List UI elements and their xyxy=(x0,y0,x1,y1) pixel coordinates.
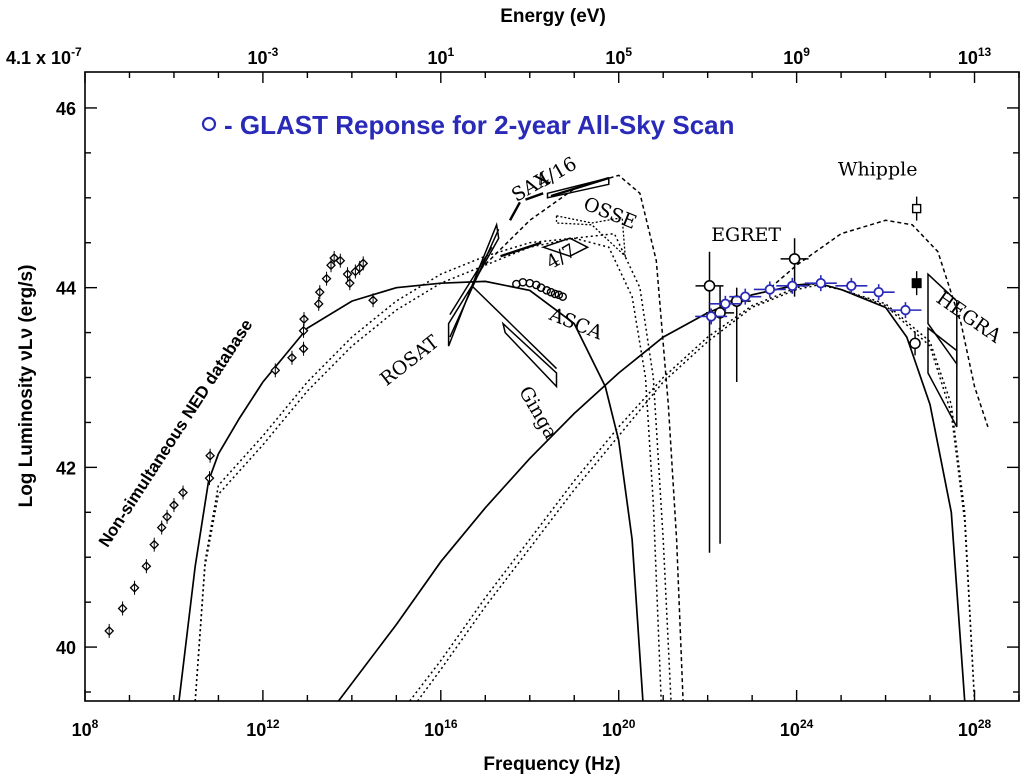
y-tick-label: 46 xyxy=(56,99,76,119)
x2-tick-label: 109 xyxy=(783,45,810,68)
dotted-model-curve xyxy=(194,232,672,702)
top-axis-label: Energy (eV) xyxy=(500,6,606,27)
x2-tick-label: 105 xyxy=(605,45,632,68)
instrument-label: Whipple xyxy=(838,158,918,180)
y-tick-label: 40 xyxy=(56,638,76,658)
sax-line xyxy=(525,192,544,201)
hegra-bowtie xyxy=(927,326,958,428)
x-axis-label: Frequency (Hz) xyxy=(483,754,620,775)
plot-frame xyxy=(84,71,1020,702)
instrument-bowties xyxy=(447,176,958,428)
glast-point xyxy=(787,280,798,292)
annotations: Non-simultaneous NED database ROSAT Ginga A… xyxy=(95,153,1006,551)
x-tick-label: 1024 xyxy=(780,717,814,740)
glast-point xyxy=(705,311,717,322)
chart-title: - GLAST Reponse for 2-year All-Sky Scan xyxy=(224,110,735,140)
sax-line xyxy=(508,201,521,221)
y-tick-label: 44 xyxy=(56,279,76,299)
egret-point xyxy=(703,280,716,292)
instrument-label: Non-simultaneous NED database xyxy=(95,316,257,551)
asca-point xyxy=(542,286,551,295)
dashed-model-curve xyxy=(474,174,684,702)
x-tick-label: 1020 xyxy=(602,717,636,740)
dotted-model-curve xyxy=(194,237,662,702)
asca-point xyxy=(546,287,556,297)
whipple-point xyxy=(911,203,922,214)
rosat-line xyxy=(449,228,500,338)
glast-legend: - GLAST Reponse for 2-year All-Sky Scan xyxy=(201,110,735,140)
glast-point xyxy=(900,304,911,316)
x-tick-label: 1016 xyxy=(424,717,458,740)
dotted-model-curve xyxy=(409,282,976,702)
glast-point xyxy=(873,286,884,298)
4-16-bowtie xyxy=(546,177,610,199)
asca-point xyxy=(531,280,541,290)
instrument-label: Ginga xyxy=(514,382,562,442)
x2-tick-label: 101 xyxy=(427,45,454,68)
osse-bowtie xyxy=(555,215,626,258)
glast-point xyxy=(764,284,776,295)
glast-point xyxy=(740,291,751,302)
glast-point xyxy=(846,280,857,292)
data-points xyxy=(104,196,922,638)
x-tick-label: 1028 xyxy=(958,717,992,740)
solid-model-curve xyxy=(178,280,644,702)
asca-point xyxy=(558,292,567,301)
instrument-label: ROSAT xyxy=(376,331,444,391)
rosat-line xyxy=(449,246,493,316)
tev-point xyxy=(909,337,921,350)
glast-point xyxy=(720,298,731,310)
egret-point xyxy=(714,307,726,319)
instrument-label: EGRET xyxy=(711,224,781,246)
instrument-label: HEGRA xyxy=(932,287,1005,347)
x-tick-label: 108 xyxy=(72,717,99,740)
dotted-model-curve xyxy=(416,284,976,702)
y-axis-label: Log Luminosity νLν (erg/s) xyxy=(16,265,37,508)
tev-point xyxy=(911,278,922,289)
x2-tick-label: 4.1 x 10-7 xyxy=(6,45,82,68)
x2-tick-label: 10-3 xyxy=(248,45,279,68)
ginga-bowtie xyxy=(501,321,558,389)
x2-tick-label: 1013 xyxy=(958,45,992,68)
glast-legend-marker xyxy=(201,116,217,132)
ginga-line xyxy=(471,285,558,370)
instrument-label: OSSE xyxy=(580,193,639,234)
instrument-label: ASCA xyxy=(545,303,605,344)
x-tick-label: 1012 xyxy=(246,717,280,740)
model-curves xyxy=(178,174,989,702)
dashed-model-curve xyxy=(765,219,989,428)
ticks: 108 1012 1016 1020 1024 1028 4.1 x 10-7 10-3 101… xyxy=(6,45,1020,740)
4-7-line xyxy=(500,241,542,258)
egret-point xyxy=(788,253,801,265)
glast-point xyxy=(815,277,827,289)
y-tick-label: 42 xyxy=(56,458,76,478)
asca-point xyxy=(550,289,560,299)
asca-point xyxy=(518,277,528,287)
4-7-bowtie xyxy=(540,237,590,258)
